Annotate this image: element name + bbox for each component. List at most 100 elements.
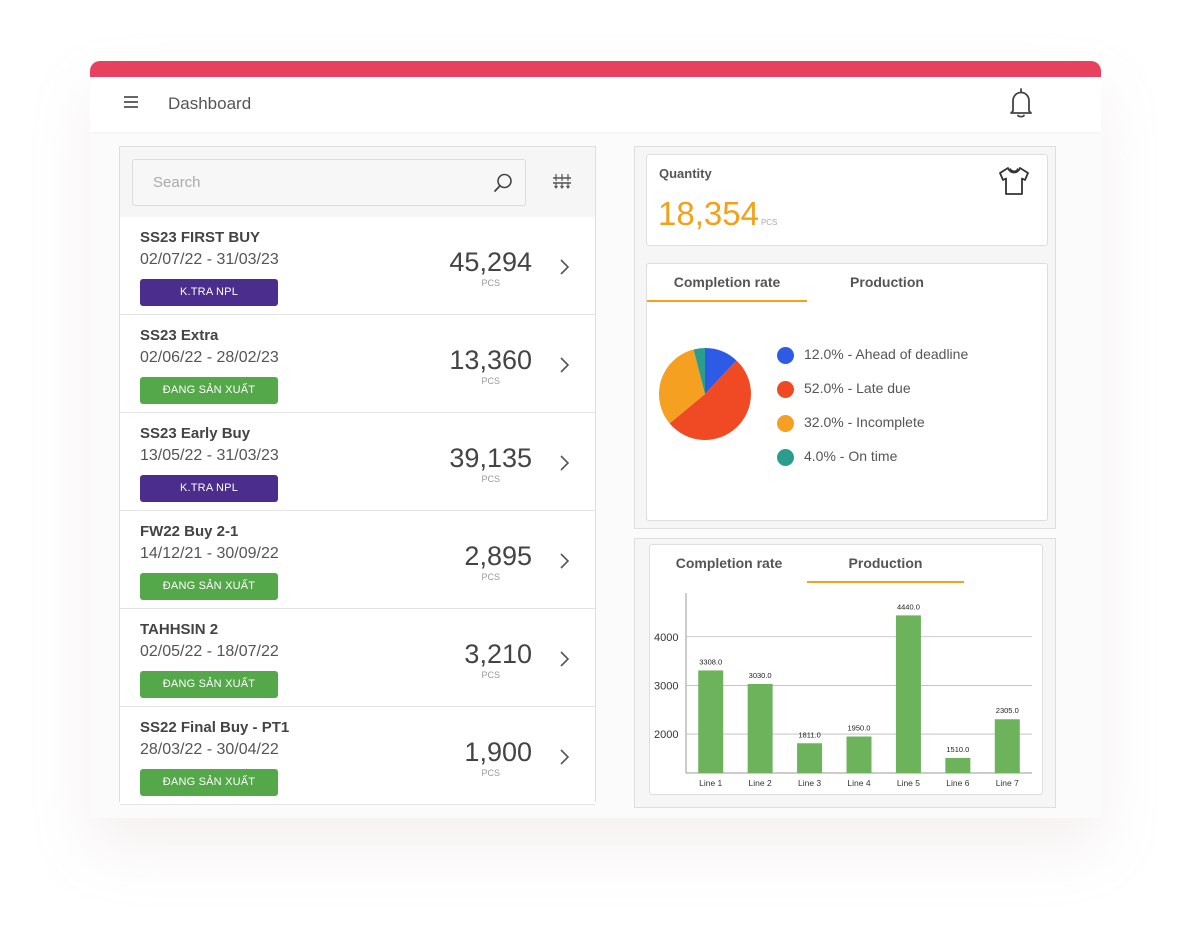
hamburger-menu-icon[interactable] — [124, 96, 138, 108]
chevron-right-icon[interactable] — [558, 747, 570, 767]
completion-pie-chart — [659, 348, 751, 440]
search-icon[interactable] — [492, 172, 514, 194]
order-list-item[interactable]: FW22 Buy 2-1 14/12/21 - 30/09/22 ĐANG SẢ… — [120, 511, 595, 609]
bar-line-4 — [846, 736, 872, 773]
pie-slice-0 — [705, 348, 737, 394]
quantity-value-row: 18,354 PCS — [658, 195, 777, 233]
order-name: TAHHSIN 2 — [140, 621, 219, 638]
quantity-unit: PCS — [760, 218, 778, 227]
order-date-range: 14/12/21 - 30/09/22 — [140, 545, 279, 562]
order-status-badge: ĐANG SẢN XUẤT — [140, 573, 278, 600]
legend-label: 32.0% - Incomplete — [804, 414, 925, 430]
bar-line-3 — [797, 743, 823, 773]
bar-line-5 — [895, 615, 921, 773]
legend-label: 12.0% - Ahead of deadline — [804, 346, 969, 362]
order-name: SS23 Early Buy — [140, 425, 251, 442]
bar-data-label: 4440.0 — [897, 602, 920, 611]
order-status-badge: ĐANG SẢN XUẤT — [140, 769, 278, 796]
order-quantity-unit: PCS — [481, 768, 500, 778]
order-quantity: 3,210 — [464, 639, 532, 669]
orders-panel: SS23 FIRST BUY 02/07/22 - 31/03/23 K.TRA… — [119, 146, 596, 805]
x-tick-label: Line 5 — [897, 778, 920, 788]
search-input[interactable] — [133, 160, 483, 205]
order-name: SS23 FIRST BUY — [140, 229, 261, 246]
app-header: Dashboard — [90, 77, 1101, 132]
completion-rate-card: Completion rate Production 12.0% - Ahead… — [646, 263, 1048, 521]
order-status-badge: K.TRA NPL — [140, 475, 278, 502]
chevron-right-icon[interactable] — [558, 257, 570, 277]
order-status-badge: ĐANG SẢN XUẤT — [140, 671, 278, 698]
legend-label: 4.0% - On time — [804, 448, 898, 464]
legend-dot — [777, 415, 794, 432]
x-tick-label: Line 6 — [946, 778, 969, 788]
pie-slice-3 — [693, 348, 705, 394]
t-shirt-icon — [999, 167, 1029, 195]
order-quantity: 13,360 — [449, 345, 532, 375]
bar-line-6 — [945, 757, 971, 773]
order-list-item[interactable]: SS23 Extra 02/06/22 - 28/02/23 ĐANG SẢN … — [120, 315, 595, 413]
y-tick-label: 2000 — [654, 729, 678, 741]
bar-data-label: 3308.0 — [699, 657, 722, 666]
order-name: FW22 Buy 2-1 — [140, 523, 239, 540]
order-quantity: 39,135 — [449, 443, 532, 473]
order-date-range: 28/03/22 - 30/04/22 — [140, 741, 279, 758]
order-list-item[interactable]: SS23 FIRST BUY 02/07/22 - 31/03/23 K.TRA… — [120, 217, 595, 315]
order-quantity: 45,294 — [449, 247, 532, 277]
order-status-badge: K.TRA NPL — [140, 279, 278, 306]
production-bar-chart: 2000 3000 4000 3308.0 Line 1 3030.0 Line 2 1811… — [654, 593, 1032, 788]
pie-slice-2 — [659, 349, 705, 424]
x-tick-label: Line 4 — [847, 778, 870, 788]
order-quantity: 2,895 — [464, 541, 532, 571]
tab-production[interactable]: Production — [807, 545, 964, 583]
chevron-right-icon[interactable] — [558, 649, 570, 669]
dashboard-window: Dashboard SS23 FIRST BUY 02/07/22 - 31/0… — [90, 61, 1101, 818]
order-list: SS23 FIRST BUY 02/07/22 - 31/03/23 K.TRA… — [120, 217, 595, 805]
order-name: SS22 Final Buy - PT1 — [140, 719, 290, 736]
legend-dot — [777, 381, 794, 398]
chevron-right-icon[interactable] — [558, 355, 570, 375]
bar-line-7 — [994, 719, 1020, 773]
bar-line-2 — [747, 683, 773, 773]
notification-bell-icon[interactable] — [1008, 87, 1034, 119]
tab-completion-rate[interactable]: Completion rate — [647, 264, 807, 302]
legend-dot — [777, 449, 794, 466]
bar-data-label: 2305.0 — [996, 706, 1019, 715]
pie-slice-1 — [669, 360, 751, 440]
chevron-right-icon[interactable] — [558, 551, 570, 571]
x-tick-label: Line 7 — [996, 778, 1019, 788]
production-card: Completion rate Production 2000 3000 4000 3… — [649, 544, 1043, 795]
chevron-right-icon[interactable] — [558, 453, 570, 473]
y-tick-label: 3000 — [654, 680, 678, 692]
order-list-item[interactable]: SS22 Final Buy - PT1 28/03/22 - 30/04/22… — [120, 707, 595, 805]
filter-sliders-icon[interactable] — [551, 172, 573, 192]
legend-dot — [777, 347, 794, 364]
page-title: Dashboard — [168, 94, 252, 113]
order-quantity-unit: PCS — [481, 474, 500, 484]
order-date-range: 02/06/22 - 28/02/23 — [140, 349, 279, 366]
order-date-range: 02/07/22 - 31/03/23 — [140, 251, 279, 268]
order-date-range: 02/05/22 - 18/07/22 — [140, 643, 279, 660]
bar-data-label: 3030.0 — [749, 671, 772, 680]
order-list-item[interactable]: TAHHSIN 2 02/05/22 - 18/07/22 ĐANG SẢN X… — [120, 609, 595, 707]
order-name: SS23 Extra — [140, 327, 219, 344]
quantity-card: Quantity 18,354 PCS — [646, 154, 1048, 246]
quantity-value: 18,354 — [658, 195, 759, 232]
bar-data-label: 1510.0 — [946, 745, 969, 754]
x-tick-label: Line 1 — [699, 778, 722, 788]
y-tick-label: 4000 — [654, 632, 678, 644]
accent-top-bar — [90, 61, 1101, 77]
legend-label: 52.0% - Late due — [804, 380, 911, 396]
order-quantity-unit: PCS — [481, 572, 500, 582]
tab-completion-rate[interactable]: Completion rate — [675, 555, 783, 571]
order-status-badge: ĐANG SẢN XUẤT — [140, 377, 278, 404]
search-box — [132, 159, 526, 206]
bar-line-1 — [698, 670, 724, 773]
order-list-item[interactable]: SS23 Early Buy 13/05/22 - 31/03/23 K.TRA… — [120, 413, 595, 511]
order-quantity-unit: PCS — [481, 278, 500, 288]
tab-production[interactable]: Production — [850, 274, 924, 290]
bar-data-label: 1950.0 — [848, 724, 871, 733]
x-tick-label: Line 3 — [798, 778, 821, 788]
order-quantity-unit: PCS — [481, 670, 500, 680]
x-tick-label: Line 2 — [749, 778, 772, 788]
order-date-range: 13/05/22 - 31/03/23 — [140, 447, 279, 464]
